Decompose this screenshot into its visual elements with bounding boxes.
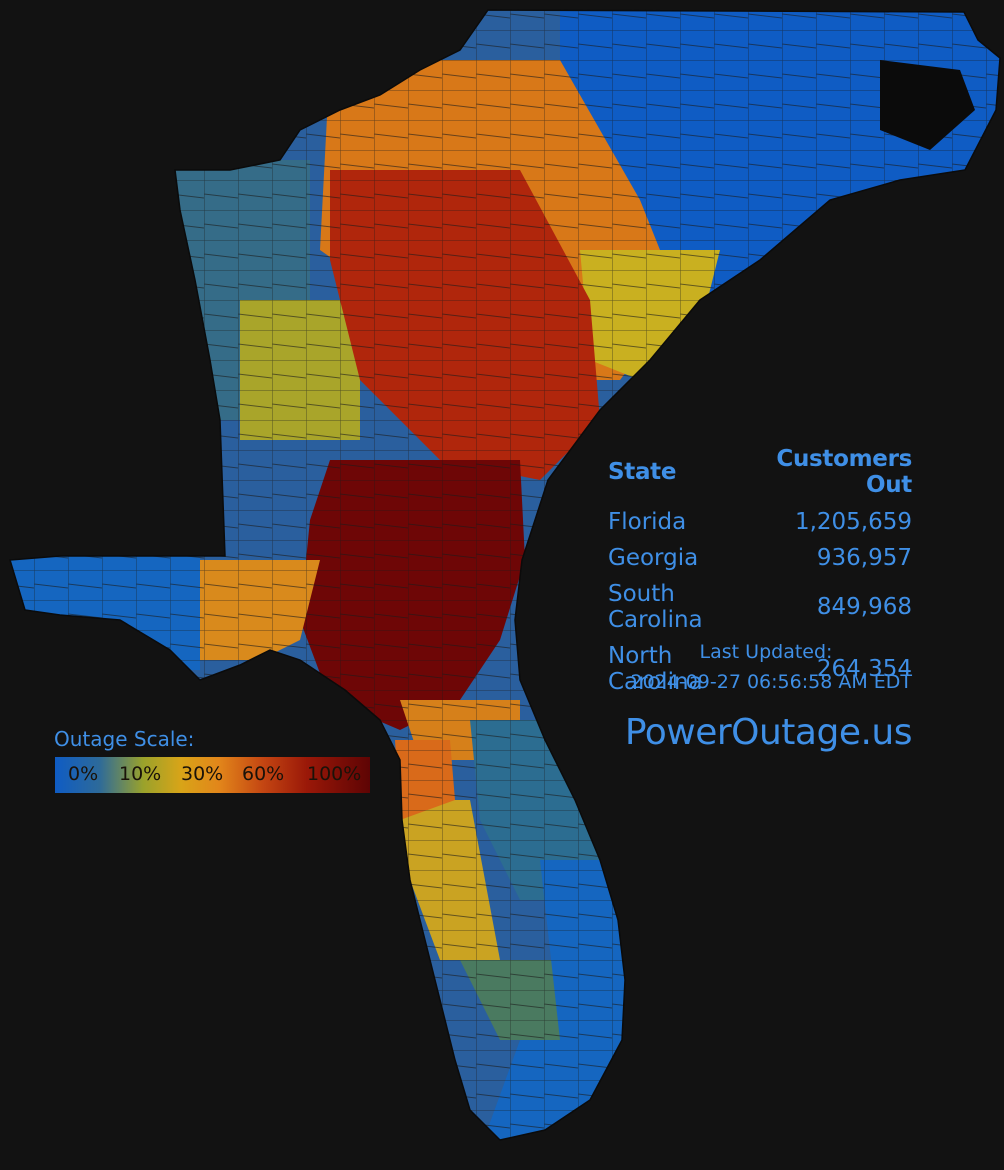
customers-out-value: 849,968 [816, 594, 912, 620]
table-row: South Carolina 849,968 [608, 578, 912, 640]
outage-scale-title: Outage Scale: [54, 727, 195, 751]
scale-label: 60% [242, 763, 285, 785]
outage-table: State Customers Out Florida 1,205,659 Ge… [608, 446, 912, 702]
table-row: North Carolina 264,354 [608, 640, 912, 702]
outage-scale-bar [55, 757, 370, 793]
brand-logo-text[interactable]: PowerOutage.us [624, 712, 913, 753]
last-updated-time: 2024-09-27 06:56:58 AM EDT [630, 671, 912, 693]
scale-label: 100% [307, 763, 362, 785]
state-name: North Carolina [608, 643, 703, 695]
scale-label: 30% [181, 763, 224, 785]
state-header: State [608, 459, 677, 485]
customers-out-header: Customers Out [776, 446, 912, 498]
table-row: Florida 1,205,659 [608, 506, 912, 542]
coastline [9, 9, 1001, 1141]
table-row: Georgia 936,957 [608, 542, 912, 578]
state-name: South Carolina [608, 581, 703, 633]
customers-out-value: 1,205,659 [794, 509, 912, 535]
scale-label: 10% [119, 763, 162, 785]
state-name: Florida [608, 509, 687, 535]
customers-out-value: 264,354 [816, 656, 912, 682]
scale-label: 0% [68, 763, 99, 785]
outage-scale-labels: 0% 10% 30% 60% 100% [55, 757, 370, 793]
sound-water [880, 60, 975, 150]
last-updated-label: Last Updated: [699, 641, 833, 663]
state-name: Georgia [608, 545, 699, 571]
customers-out-value: 936,957 [816, 545, 912, 571]
